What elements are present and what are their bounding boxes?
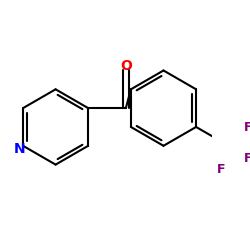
- Text: F: F: [244, 121, 250, 134]
- Text: F: F: [244, 152, 250, 165]
- Text: N: N: [13, 142, 25, 156]
- Text: F: F: [216, 163, 225, 176]
- Text: O: O: [120, 59, 132, 73]
